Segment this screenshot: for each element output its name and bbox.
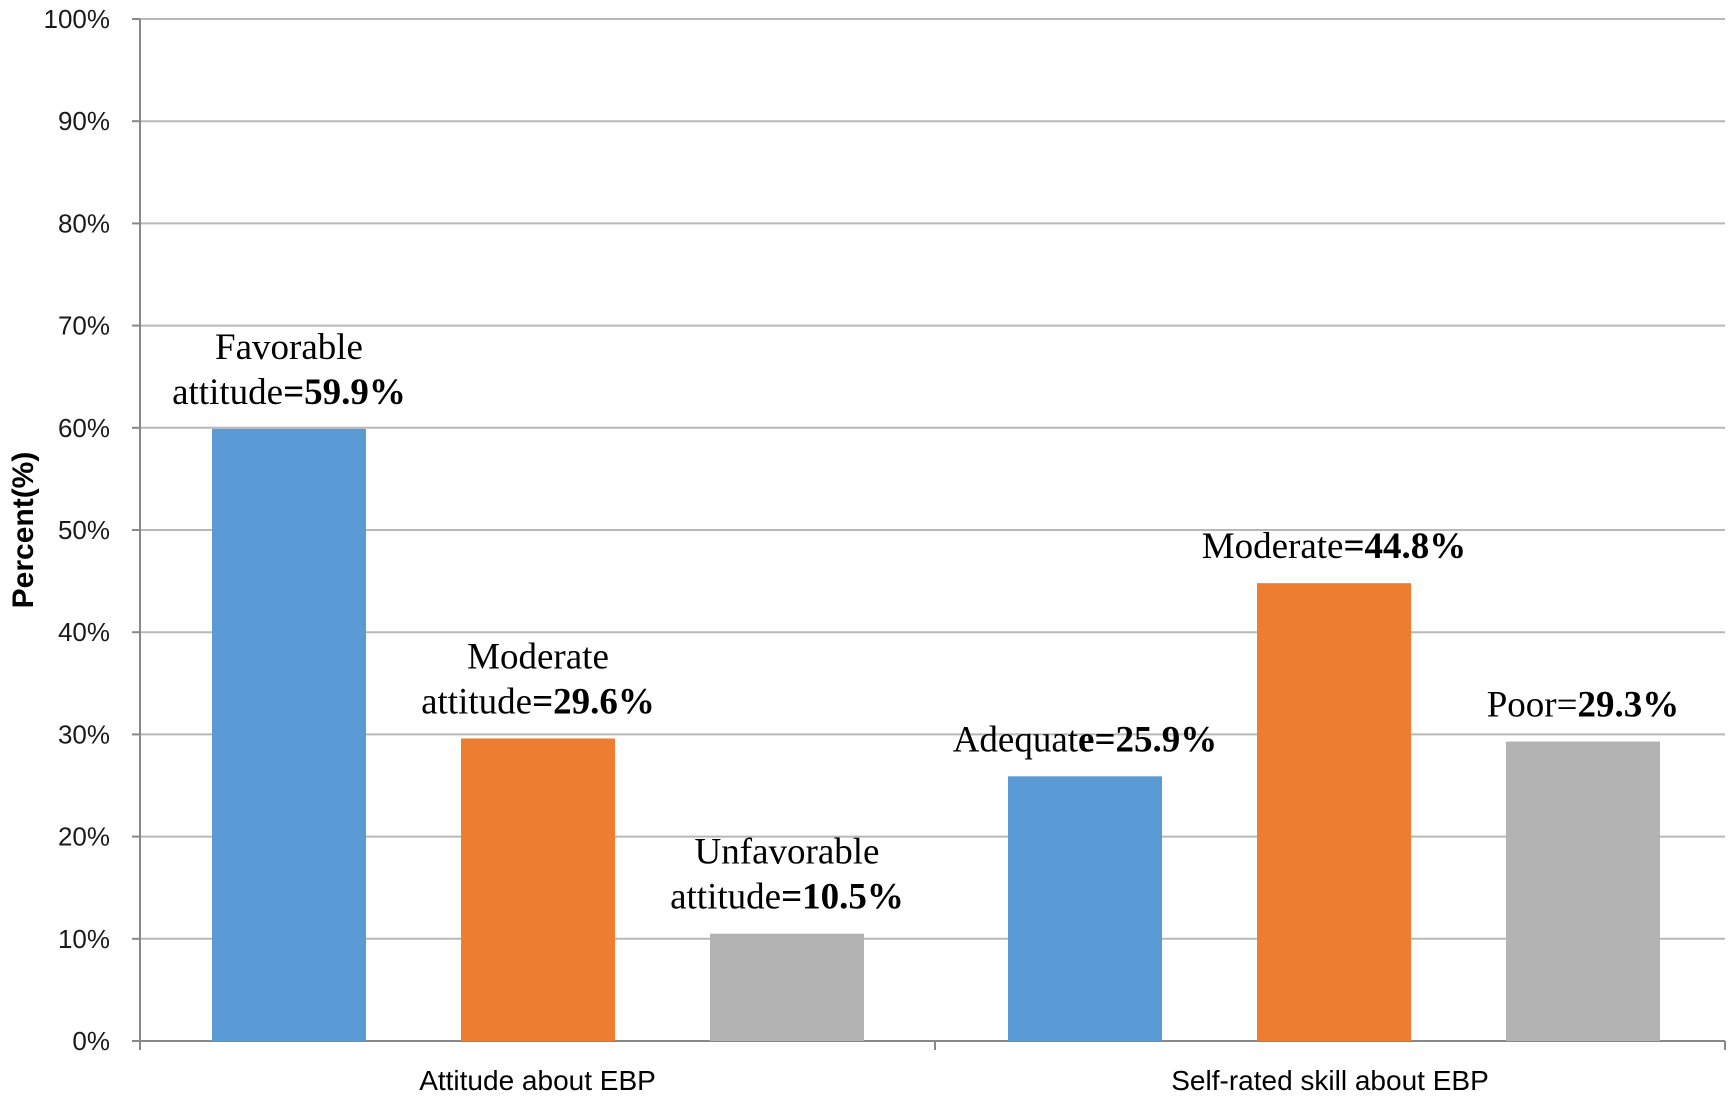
y-tick-label: 0%	[72, 1026, 110, 1056]
category-label: Self-rated skill about EBP	[1171, 1065, 1489, 1096]
data-label: attitude=59.9%	[172, 372, 406, 413]
category-label: Attitude about EBP	[419, 1065, 656, 1096]
bar	[1506, 741, 1660, 1041]
y-tick-label: 50%	[58, 515, 110, 545]
data-label: Moderate	[467, 636, 609, 677]
y-tick-label: 90%	[58, 106, 110, 136]
y-tick-label: 10%	[58, 924, 110, 954]
bar	[710, 933, 864, 1041]
y-tick-label: 40%	[58, 617, 110, 647]
data-label: attitude=29.6%	[421, 681, 655, 722]
bar	[1008, 776, 1162, 1041]
bar	[212, 428, 366, 1041]
data-label: Unfavorable	[695, 832, 880, 873]
bar	[1257, 583, 1411, 1041]
data-label: Poor=29.3%	[1487, 685, 1680, 726]
data-label: Moderate=44.8%	[1202, 526, 1467, 567]
y-tick-label: 80%	[58, 208, 110, 238]
data-label: Adequate=25.9%	[953, 719, 1218, 760]
data-label: Favorable	[215, 327, 363, 368]
bar	[461, 738, 615, 1041]
y-tick-label: 100%	[44, 4, 111, 34]
y-tick-label: 30%	[58, 719, 110, 749]
y-tick-label: 20%	[58, 822, 110, 852]
y-tick-label: 70%	[58, 311, 110, 341]
data-label: attitude=10.5%	[670, 877, 904, 918]
y-axis-title: Percent(%)	[7, 452, 40, 609]
y-tick-label: 60%	[58, 413, 110, 443]
